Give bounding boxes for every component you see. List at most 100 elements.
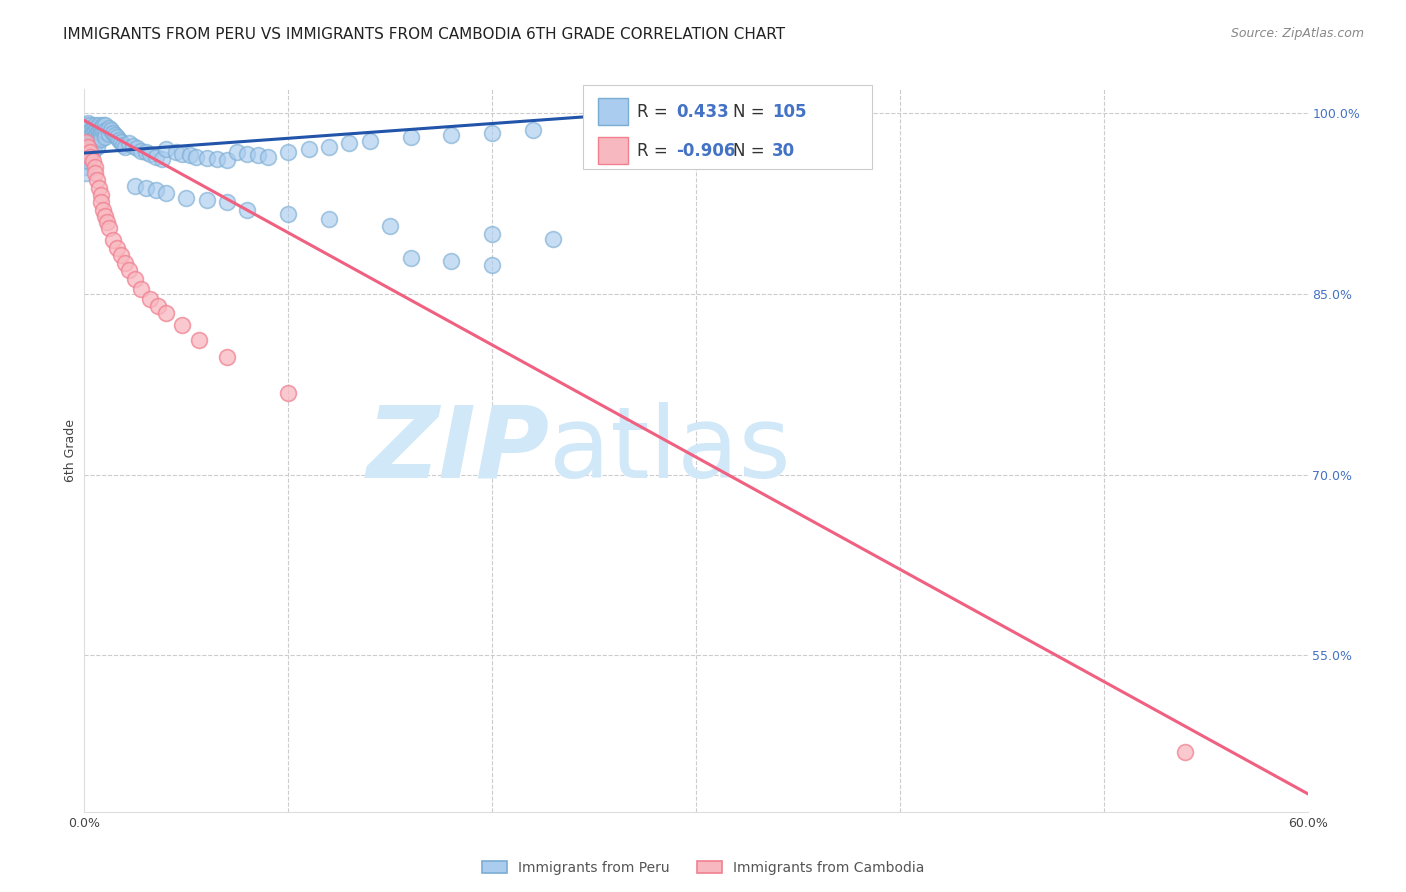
Point (1174, 745, 1197, 759)
Point (186, 150, 208, 164)
Point (298, 142, 321, 157)
Point (118, 136, 141, 151)
Point (93, 118, 115, 132)
Point (145, 183, 167, 197)
Point (86, 133, 108, 147)
Point (93, 209, 115, 223)
Point (77, 130, 100, 145)
Point (79, 148, 101, 162)
Point (87, 130, 110, 145)
Point (87, 124, 110, 138)
Point (90, 131, 112, 145)
Point (318, 140, 340, 154)
Point (155, 186, 177, 200)
Point (83, 124, 105, 138)
Point (124, 178, 146, 193)
Point (100, 123, 122, 137)
Point (77, 120, 100, 135)
Point (155, 142, 177, 157)
Point (146, 299, 169, 313)
Point (82, 126, 104, 140)
Point (359, 134, 381, 148)
Point (83, 118, 105, 132)
Point (97, 220, 120, 235)
Point (543, 231, 565, 245)
Point (91, 202, 114, 217)
Point (114, 140, 136, 154)
Point (172, 318, 194, 333)
Point (179, 148, 201, 162)
Point (75, 130, 97, 145)
Point (86, 140, 108, 154)
Point (101, 233, 124, 247)
Point (187, 333, 209, 347)
Point (236, 147, 259, 161)
Point (90, 188, 112, 202)
Point (124, 272, 146, 286)
Point (318, 212, 340, 227)
Point (75, 161, 97, 175)
Y-axis label: 6th Grade: 6th Grade (65, 419, 77, 482)
Point (96, 214, 118, 228)
Point (246, 148, 269, 162)
Point (195, 193, 218, 207)
Point (75, 124, 97, 138)
Point (277, 207, 299, 221)
Point (440, 254, 463, 268)
Point (131, 144, 153, 158)
Point (138, 292, 160, 306)
Point (90, 126, 112, 140)
Text: R =: R = (637, 142, 673, 160)
Point (79, 136, 101, 151)
Point (82, 137, 104, 152)
Text: -0.906: -0.906 (676, 142, 735, 160)
Point (131, 282, 153, 296)
Point (105, 241, 128, 255)
Point (135, 145, 157, 159)
Point (110, 135, 132, 149)
Point (481, 126, 503, 140)
Point (93, 124, 115, 138)
Point (82, 131, 104, 145)
Point (122, 138, 145, 153)
Point (77, 136, 100, 151)
Point (75, 148, 97, 162)
Point (138, 147, 160, 161)
Point (97, 120, 120, 135)
Point (165, 145, 187, 159)
Point (79, 145, 101, 159)
Point (481, 258, 503, 272)
Point (150, 152, 173, 166)
Point (217, 195, 239, 210)
Point (97, 127, 120, 141)
Point (79, 150, 101, 164)
Text: 0.433: 0.433 (676, 103, 730, 120)
Point (127, 141, 149, 155)
Point (82, 144, 104, 158)
Point (91, 124, 114, 138)
Point (77, 140, 100, 154)
Point (112, 137, 135, 152)
Point (105, 130, 128, 145)
Point (86, 120, 108, 135)
Point (83, 137, 105, 152)
Point (399, 130, 422, 145)
Point (79, 142, 101, 157)
Point (399, 251, 422, 265)
Legend: Immigrants from Peru, Immigrants from Cambodia: Immigrants from Peru, Immigrants from Ca… (477, 855, 929, 880)
Point (77, 154, 100, 169)
Point (83, 166, 105, 180)
Point (172, 147, 194, 161)
Point (205, 152, 228, 166)
Point (86, 172, 108, 186)
Point (155, 306, 177, 320)
Text: R =: R = (637, 103, 673, 120)
Point (75, 118, 97, 132)
Point (83, 161, 105, 175)
Point (87, 118, 110, 132)
Text: N =: N = (733, 142, 769, 160)
Text: IMMIGRANTS FROM PERU VS IMMIGRANTS FROM CAMBODIA 6TH GRADE CORRELATION CHART: IMMIGRANTS FROM PERU VS IMMIGRANTS FROM … (63, 27, 786, 42)
Point (217, 350, 239, 364)
Point (226, 145, 249, 159)
Point (87, 181, 110, 195)
